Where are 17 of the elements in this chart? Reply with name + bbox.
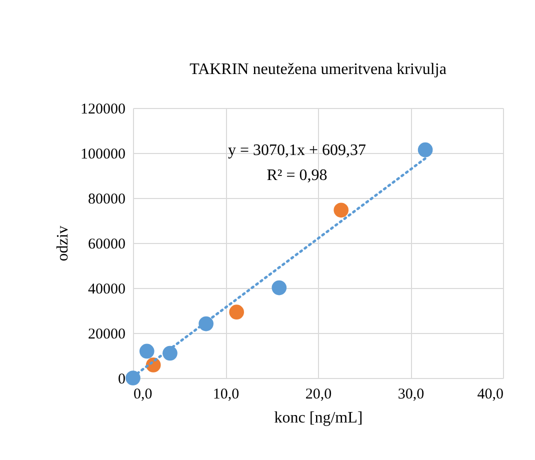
y-axis-title: odziv <box>54 226 72 262</box>
y-tick-label: 40000 <box>88 282 126 298</box>
annotation: y = 3070,1x + 609,37 <box>228 142 366 159</box>
x-axis-title: konc [ng/mL] <box>274 410 363 426</box>
x-tick-label: 10,0 <box>212 386 240 402</box>
annotation: R² = 0,98 <box>266 167 328 184</box>
y-tick-label: 100000 <box>80 146 126 162</box>
x-tick-label: 30,0 <box>398 386 424 402</box>
chart-title: TAKRIN neutežena umeritvena krivulja <box>190 61 446 78</box>
y-tick-label: 80000 <box>88 192 126 208</box>
y-tick-label: 20000 <box>88 326 126 342</box>
x-tick-label: 40,0 <box>477 386 504 402</box>
y-tick-label: 0 <box>118 372 126 388</box>
y-tick-label: 120000 <box>80 102 126 118</box>
x-tick-label: 0,0 <box>134 386 152 402</box>
x-tick-label: 20,0 <box>305 386 332 402</box>
y-tick-label: 60000 <box>88 236 126 252</box>
